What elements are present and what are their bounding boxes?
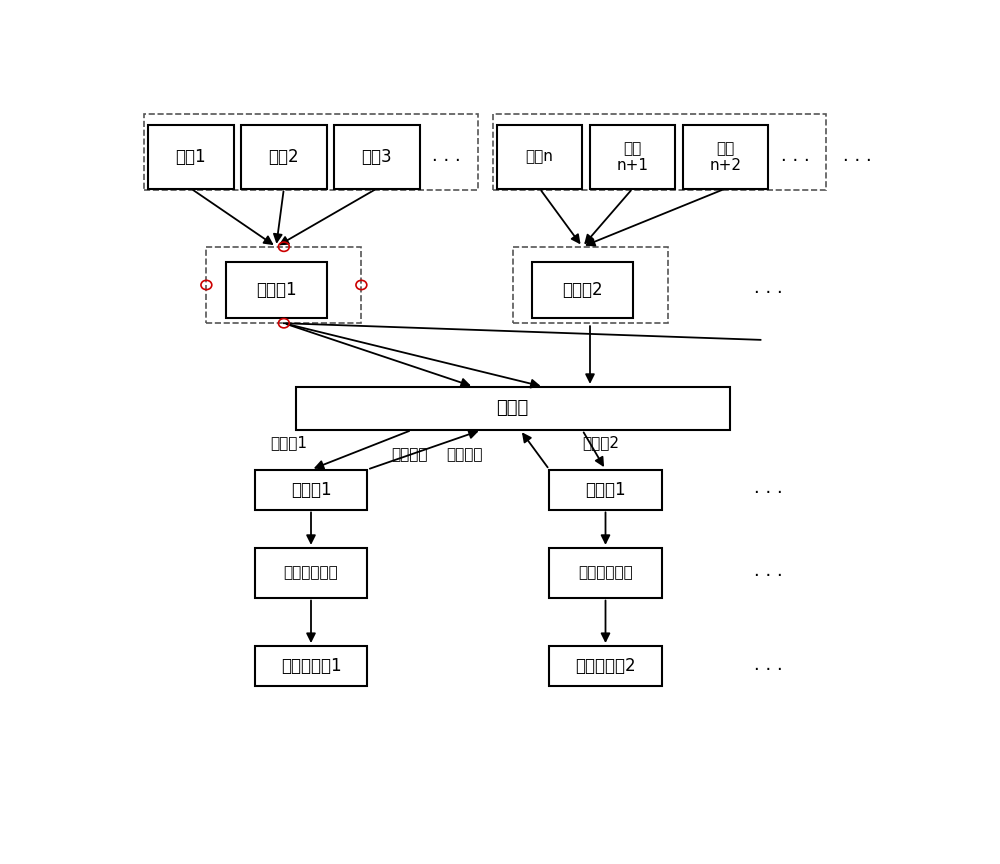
Text: . . .: . . . — [754, 562, 783, 581]
Text: 多结果输出2: 多结果输出2 — [575, 657, 636, 675]
Text: 子进程1: 子进程1 — [291, 480, 331, 499]
Text: 配体2: 配体2 — [269, 148, 299, 166]
Text: 申请配体: 申请配体 — [447, 448, 483, 462]
Text: . . .: . . . — [754, 656, 783, 674]
FancyBboxPatch shape — [590, 125, 675, 188]
Text: 配体n: 配体n — [526, 149, 554, 164]
Text: 多配体1: 多配体1 — [256, 281, 296, 299]
FancyBboxPatch shape — [549, 548, 662, 598]
Text: 多配体2: 多配体2 — [562, 281, 603, 299]
FancyBboxPatch shape — [241, 125, 326, 188]
Text: 多配体1: 多配体1 — [270, 435, 307, 450]
FancyBboxPatch shape — [683, 125, 768, 188]
FancyBboxPatch shape — [255, 548, 367, 598]
Text: 药物筛选程序: 药物筛选程序 — [284, 565, 338, 581]
Text: 多配体2: 多配体2 — [582, 435, 619, 450]
Text: 配体
n+1: 配体 n+1 — [617, 141, 649, 173]
Text: . . .: . . . — [754, 279, 783, 297]
FancyBboxPatch shape — [296, 387, 730, 430]
Text: 配体1: 配体1 — [176, 148, 206, 166]
Text: 配体
n+2: 配体 n+2 — [710, 141, 742, 173]
Text: 申请配体: 申请配体 — [391, 448, 427, 462]
FancyBboxPatch shape — [549, 470, 662, 510]
Text: 配体3: 配体3 — [362, 148, 392, 166]
Text: 主进程: 主进程 — [496, 399, 529, 417]
FancyBboxPatch shape — [334, 125, 420, 188]
FancyBboxPatch shape — [497, 125, 582, 188]
FancyBboxPatch shape — [549, 646, 662, 686]
FancyBboxPatch shape — [148, 125, 234, 188]
FancyBboxPatch shape — [255, 470, 367, 510]
FancyBboxPatch shape — [255, 646, 367, 686]
Text: 多结果输出1: 多结果输出1 — [281, 657, 341, 675]
FancyBboxPatch shape — [532, 262, 633, 318]
Text: . . .: . . . — [754, 480, 783, 497]
Text: 子进程1: 子进程1 — [585, 480, 626, 499]
Text: . . .: . . . — [781, 147, 810, 164]
Text: 药物筛选程序: 药物筛选程序 — [578, 565, 633, 581]
Text: . . .: . . . — [843, 147, 872, 164]
Text: . . .: . . . — [432, 147, 461, 164]
FancyBboxPatch shape — [226, 262, 326, 318]
